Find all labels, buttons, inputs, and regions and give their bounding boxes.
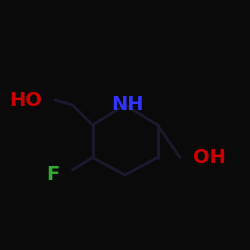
Text: HO: HO xyxy=(10,90,42,110)
Text: OH: OH xyxy=(192,148,226,167)
Text: NH: NH xyxy=(111,96,144,114)
Text: F: F xyxy=(47,166,60,184)
